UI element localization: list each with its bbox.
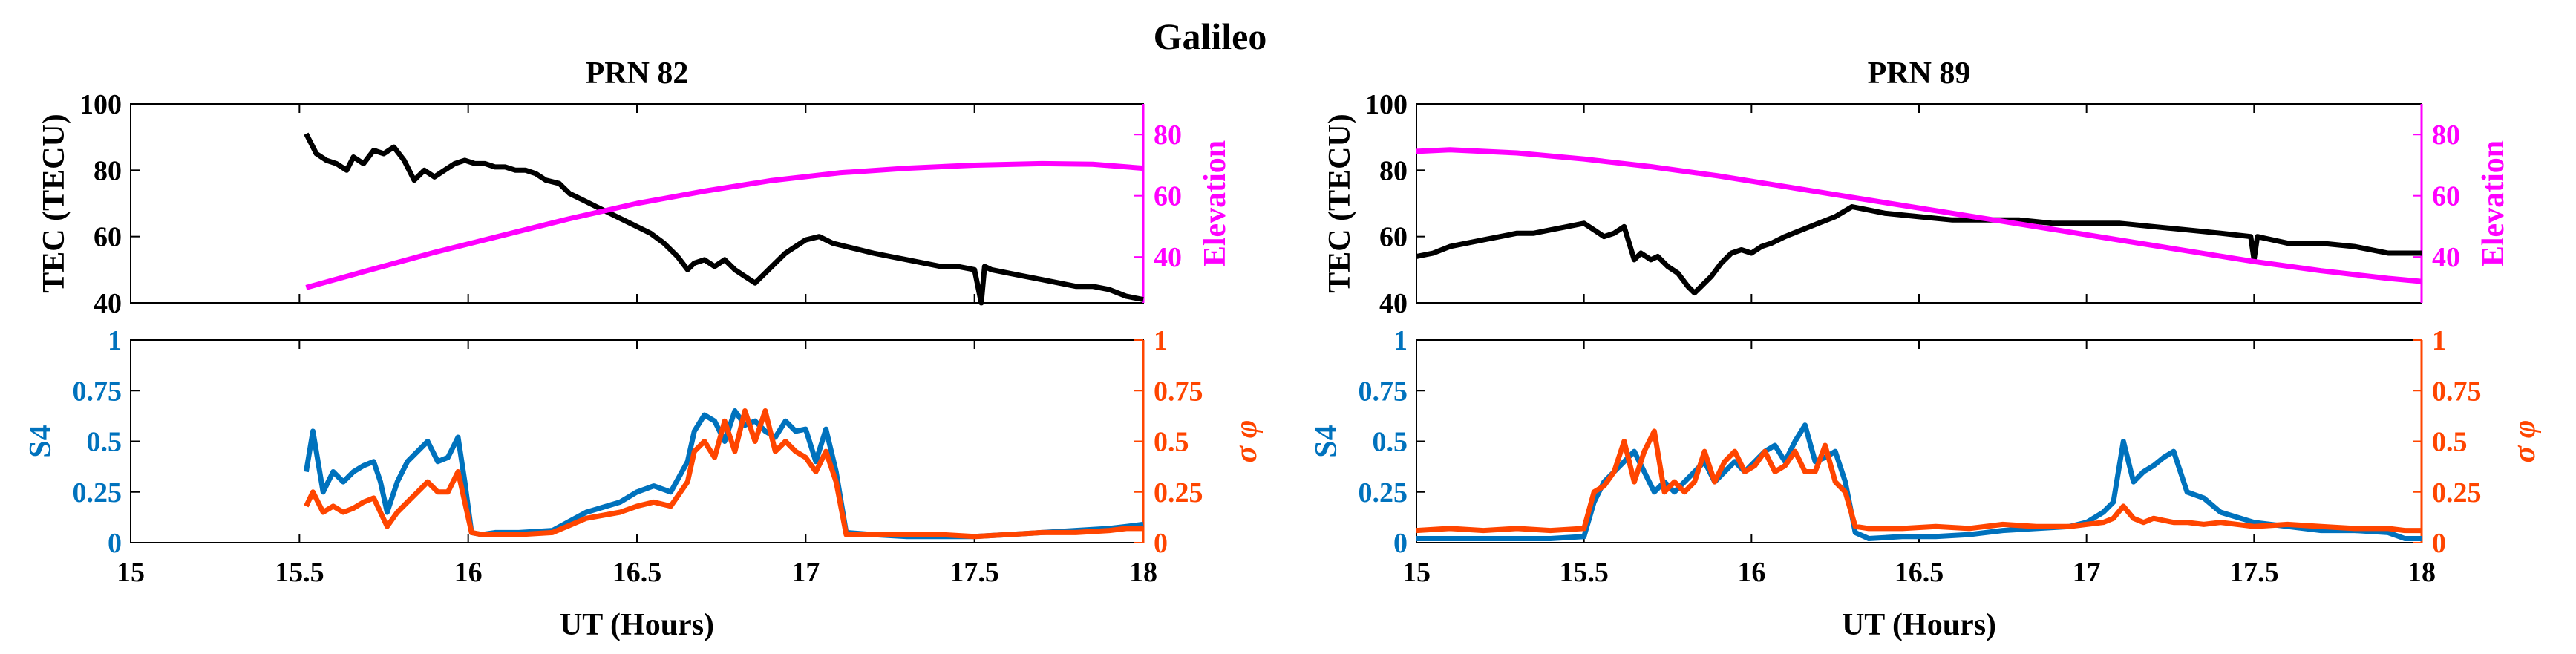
- y-tick-label-left: 80: [94, 155, 122, 186]
- x-tick-label: 17: [2073, 557, 2101, 588]
- y-tick-label-right: 60: [2432, 181, 2460, 212]
- y-tick-label-right: 1: [1154, 325, 1168, 356]
- series-line-sigma-phi: [1416, 428, 2422, 534]
- x-tick-label: 16.5: [612, 557, 662, 588]
- bottom-frame: [130, 339, 1144, 543]
- bottom-axes: 15 15.5 16 16.5 17 17.5 1800.250.50.75100.250.…: [1310, 325, 2542, 588]
- y-tick-label-right: 40: [1154, 242, 1182, 273]
- top-ylabel-left: TEC (TECU): [1323, 114, 1357, 293]
- top-ylabel-right: Elevation: [2477, 140, 2511, 266]
- x-tick-label: 17.5: [949, 557, 999, 588]
- bottom-axes: 15 15.5 16 16.5 17 17.5 1800.250.50.75100.250.…: [24, 325, 1264, 588]
- figure-title: Galileo: [1154, 16, 1267, 57]
- series-line-s4: [1416, 422, 2422, 541]
- y-tick-label-right: 80: [2432, 120, 2460, 151]
- top-axes: 40 60 80 100 40 60 80 TEC (TECU) Elevation: [1323, 89, 2511, 319]
- x-axis-label: UT (Hours): [560, 608, 714, 642]
- y-tick-label-left: 40: [1379, 288, 1408, 319]
- y-tick-label-left: 0.25: [1359, 477, 1408, 509]
- x-tick-label: 15: [1402, 557, 1431, 588]
- y-tick-label-right: 40: [2432, 242, 2460, 273]
- x-tick-label: 16: [454, 557, 483, 588]
- y-tick-label-left: 60: [94, 222, 122, 253]
- bottom-ylabel-left: S4: [24, 425, 58, 457]
- y-tick-label-right: 0.5: [2432, 427, 2468, 458]
- x-tick-label: 17.5: [2229, 557, 2279, 588]
- x-tick-label: 15.5: [1559, 557, 1609, 588]
- y-tick-label-left: 0.25: [73, 477, 122, 509]
- x-tick-label: 18: [1129, 557, 1157, 588]
- y-tick-label-right: 80: [1154, 120, 1182, 151]
- y-tick-label-left: 0.5: [87, 427, 122, 458]
- y-tick-label-left: 1: [108, 325, 122, 356]
- panel-title: PRN 89: [1868, 56, 1971, 91]
- x-tick-label: 16: [1737, 557, 1765, 588]
- y-tick-label-right: 1: [2432, 325, 2446, 356]
- bottom-ylabel-left: S4: [1310, 425, 1344, 457]
- y-tick-label-right: 0: [2432, 528, 2446, 559]
- y-tick-label-left: 0.75: [73, 376, 122, 407]
- top-ylabel-left: TEC (TECU): [37, 114, 71, 293]
- y-tick-label-left: 1: [1393, 325, 1408, 356]
- top-frame: [1416, 103, 2422, 304]
- y-tick-label-right: 0.25: [2432, 477, 2482, 509]
- bottom-frame: [1416, 339, 2422, 543]
- y-tick-label-left: 100: [1365, 89, 1408, 120]
- x-tick-label: 16.5: [1895, 557, 1944, 588]
- y-tick-label-left: 0.75: [1359, 376, 1408, 407]
- panel-title: PRN 82: [586, 56, 689, 91]
- bottom-ylabel-right: σ φ: [2508, 420, 2542, 463]
- series-line-tec: [1416, 204, 2422, 296]
- y-tick-label-left: 0: [108, 528, 122, 559]
- top-ylabel-right: Elevation: [1198, 140, 1232, 266]
- y-tick-label-left: 0: [1393, 528, 1408, 559]
- y-tick-label-right: 0: [1154, 528, 1168, 559]
- series-line-sigma-phi: [304, 408, 1143, 540]
- y-tick-label-left: 60: [1379, 222, 1408, 253]
- y-tick-label-right: 60: [1154, 181, 1182, 212]
- bottom-ylabel-right: σ φ: [1229, 420, 1264, 463]
- y-tick-label-right: 0.5: [1154, 427, 1189, 458]
- y-tick-label-left: 100: [79, 89, 122, 120]
- y-tick-label-left: 80: [1379, 155, 1408, 186]
- x-tick-label: 15.5: [275, 557, 324, 588]
- y-tick-label-right: 0.75: [2432, 376, 2482, 407]
- x-tick-label: 18: [2407, 557, 2436, 588]
- y-tick-label-left: 40: [94, 288, 122, 319]
- top-axes: 40 60 80 100 40 60 80 TEC (TECU) Elevation: [37, 89, 1232, 319]
- x-tick-label: 15: [117, 557, 145, 588]
- y-tick-label-right: 0.75: [1154, 376, 1203, 407]
- series-line-elevation: [1416, 147, 2422, 284]
- y-tick-label-left: 0.5: [1373, 427, 1408, 458]
- x-axis-label: UT (Hours): [1842, 608, 1996, 642]
- y-tick-label-right: 0.25: [1154, 477, 1203, 509]
- x-tick-label: 17: [791, 557, 820, 588]
- series-line-tec: [304, 132, 1144, 306]
- series-line-elevation: [305, 160, 1144, 290]
